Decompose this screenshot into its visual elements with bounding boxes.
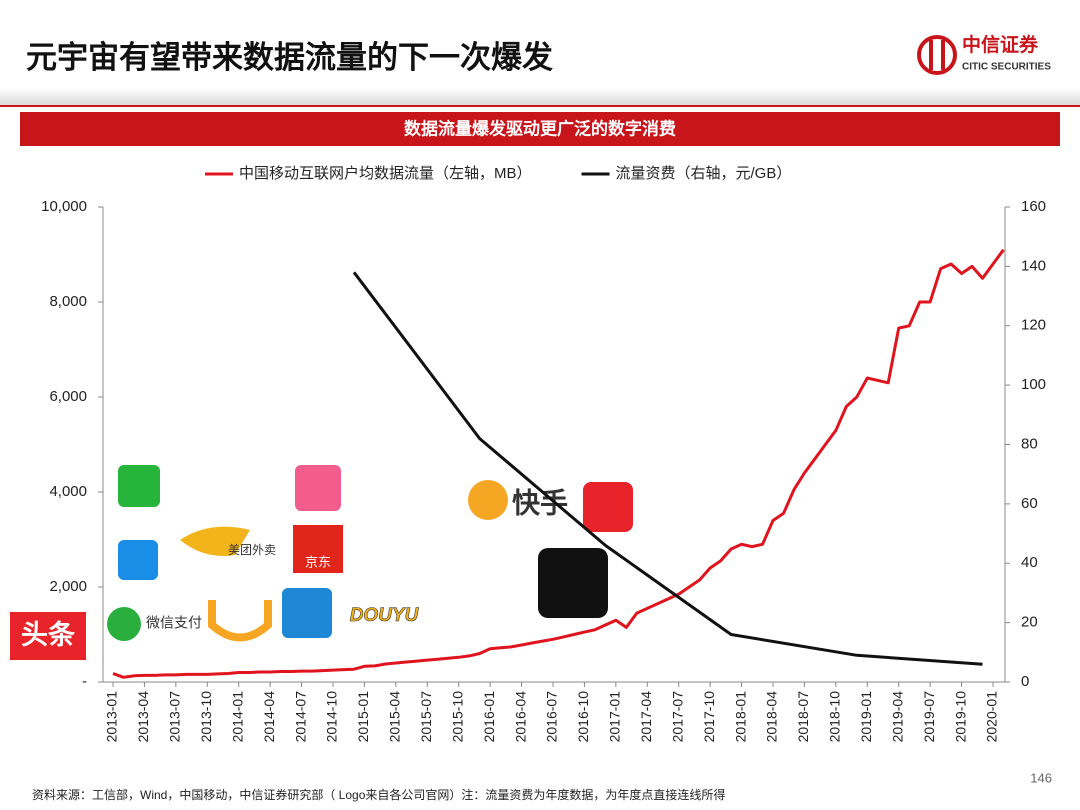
x-tick-label: 2015-04 xyxy=(387,691,403,743)
page-number: 146 xyxy=(1030,770,1052,785)
logo-text: DOUYU xyxy=(350,605,420,626)
x-tick-label: 2014-07 xyxy=(292,691,308,743)
x-tick-label: 2013-07 xyxy=(167,691,183,743)
y-tick-label: 6,000 xyxy=(49,388,87,405)
x-tick-label: 2019-10 xyxy=(952,691,968,743)
x-tick-label: 2016-01 xyxy=(481,691,497,743)
y2-tick-label: 140 xyxy=(1021,257,1046,274)
logo xyxy=(282,588,332,638)
brand-icon xyxy=(917,35,957,75)
logo xyxy=(10,612,86,660)
x-tick-label: 2014-04 xyxy=(261,691,277,743)
x-tick-label: 2017-01 xyxy=(607,691,623,743)
logo xyxy=(468,480,508,520)
y-tick-label: - xyxy=(82,673,87,690)
x-tick-label: 2014-01 xyxy=(229,691,245,743)
y2-tick-label: 0 xyxy=(1021,673,1029,690)
x-tick-label: 2015-10 xyxy=(449,691,465,743)
banner-text: 数据流量爆发驱动更广泛的数字消费 xyxy=(404,118,676,138)
logo xyxy=(180,526,250,556)
x-tick-label: 2016-10 xyxy=(575,691,591,743)
series-line xyxy=(112,248,1005,679)
y-tick-label: 8,000 xyxy=(49,293,87,310)
y2-tick-label: 120 xyxy=(1021,317,1046,334)
x-tick-label: 2017-04 xyxy=(638,691,654,743)
footer-source: 资料来源：工信部，Wind，中国移动，中信证券研究部（ Logo来自各公司官网）… xyxy=(32,787,725,802)
x-tick-label: 2014-10 xyxy=(324,691,340,743)
logo-text: 头条 xyxy=(21,620,76,650)
y-tick-label: 10,000 xyxy=(41,198,87,215)
x-tick-label: 2018-01 xyxy=(732,691,748,743)
x-tick-label: 2013-10 xyxy=(198,691,214,743)
series-line xyxy=(352,271,983,666)
x-tick-label: 2019-07 xyxy=(921,691,937,743)
banner xyxy=(20,112,1060,146)
y2-tick-label: 80 xyxy=(1021,435,1038,452)
logo-text: 微信支付 xyxy=(146,615,202,631)
y2-tick-label: 60 xyxy=(1021,495,1038,512)
logo xyxy=(118,465,160,507)
logo xyxy=(295,465,341,511)
x-tick-label: 2018-04 xyxy=(764,691,780,743)
logo xyxy=(208,600,272,642)
x-tick-label: 2018-07 xyxy=(795,691,811,743)
brand-icon xyxy=(941,40,945,70)
logo-text: 美团外卖 xyxy=(228,543,276,557)
x-tick-label: 2015-01 xyxy=(355,691,371,743)
y-tick-label: 2,000 xyxy=(49,578,87,595)
brand-name: 中信证券 xyxy=(962,33,1039,56)
slide-title: 元宇宙有望带来数据流量的下一次爆发 xyxy=(26,40,553,75)
legend-label: 流量资费（右轴，元/GB） xyxy=(616,165,792,182)
x-tick-label: 2016-04 xyxy=(512,691,528,743)
x-tick-label: 2017-07 xyxy=(669,691,685,743)
logo xyxy=(107,607,141,641)
logo xyxy=(118,540,158,580)
x-tick-label: 2019-04 xyxy=(889,691,905,743)
x-tick-label: 2020-01 xyxy=(984,691,1000,743)
logos: 头条 微信支付 美团外卖 京东 DOUYU 快手 xyxy=(10,465,633,660)
x-tick-label: 2018-10 xyxy=(827,691,843,743)
x-tick-label: 2013-04 xyxy=(135,691,151,743)
y2-tick-label: 40 xyxy=(1021,554,1038,571)
x-tick-label: 2013-01 xyxy=(104,691,120,743)
logo xyxy=(293,525,343,573)
legend-label: 中国移动互联网户均数据流量（左轴，MB） xyxy=(239,165,532,182)
x-tick-label: 2017-10 xyxy=(701,691,717,743)
y2-tick-label: 20 xyxy=(1021,614,1038,631)
logo-text: 快手 xyxy=(512,487,568,518)
x-tick-label: 2016-07 xyxy=(544,691,560,743)
y-tick-label: 4,000 xyxy=(49,483,87,500)
brand-icon xyxy=(929,40,933,70)
y2-tick-label: 100 xyxy=(1021,376,1046,393)
logo xyxy=(583,482,633,532)
header-shade xyxy=(0,88,1080,106)
y2-tick-label: 160 xyxy=(1021,198,1046,215)
brand-name-en: CITIC SECURITIES xyxy=(962,62,1051,73)
logo-text: 京东 xyxy=(305,554,331,569)
x-tick-label: 2019-01 xyxy=(858,691,874,743)
logo xyxy=(538,548,608,618)
x-tick-label: 2015-07 xyxy=(418,691,434,743)
